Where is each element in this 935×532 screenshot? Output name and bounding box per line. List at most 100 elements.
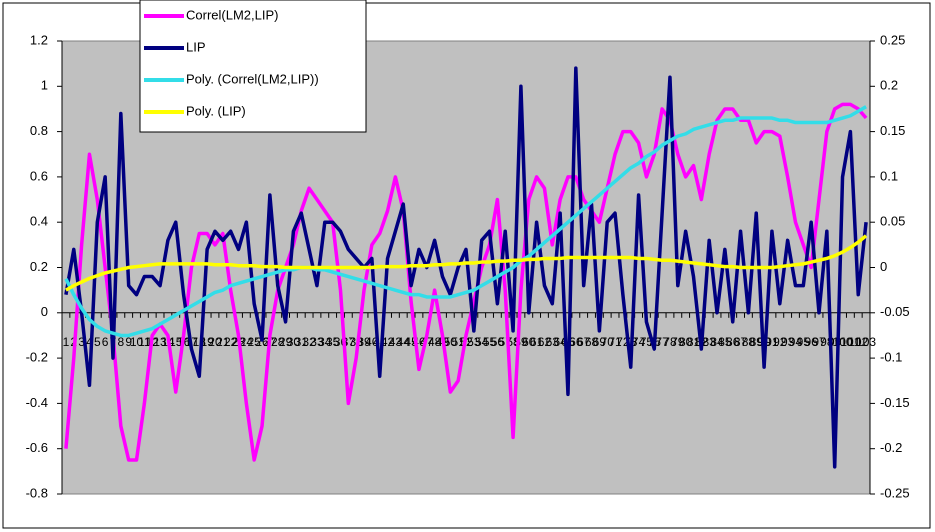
x-tick-label: 50 [444, 335, 458, 349]
x-tick-label: 4 [86, 335, 93, 349]
series-line [64, 66, 868, 469]
x-tick-label: 19 [200, 335, 214, 349]
x-tick-label: 103 [856, 335, 876, 349]
x-tick-label: 28 [271, 335, 285, 349]
x-tick-label: 79 [671, 335, 685, 349]
y2-tick-label: 0.1 [880, 168, 898, 183]
y2-tick-label: -0.25 [880, 485, 910, 500]
x-tick-label: 77 [655, 335, 669, 349]
x-tick-label: 71 [608, 335, 622, 349]
x-tick-label: 97 [812, 335, 826, 349]
x-tick-label: 92 [773, 335, 787, 349]
y2-tick-label: -0.2 [880, 440, 902, 455]
y-tick-label: -0.6 [26, 440, 48, 455]
series-line [64, 105, 867, 338]
x-tick-label: 53 [467, 335, 481, 349]
x-tick-label: 9 [125, 335, 132, 349]
x-tick-label: 61 [530, 335, 544, 349]
x-tick-label: 66 [569, 335, 583, 349]
y2-tick-label: 0.2 [880, 78, 898, 93]
legend-label: LIP [186, 39, 206, 54]
x-tick-label: 40 [365, 335, 379, 349]
x-tick-label: 88 [742, 335, 756, 349]
x-tick-label: 3 [78, 335, 85, 349]
x-tick-label: 95 [797, 335, 811, 349]
y2-tick-label: 0.25 [880, 32, 905, 47]
x-tick-label: 44 [397, 335, 411, 349]
x-tick-label: 96 [804, 335, 818, 349]
y-tick-label: 0.8 [30, 123, 48, 138]
x-tick-label: 34 [318, 335, 332, 349]
legend-label: Poly. (Correl(LM2,LIP)) [186, 71, 319, 86]
x-tick-label: 56 [491, 335, 505, 349]
x-tick-label: 64 [553, 335, 567, 349]
x-tick-label: 22 [224, 335, 238, 349]
x-tick-label: 29 [279, 335, 293, 349]
x-tick-label: 62 [538, 335, 552, 349]
x-tick-label: 78 [663, 335, 677, 349]
x-tick-label: 89 [750, 335, 764, 349]
x-tick-label: 21 [216, 335, 230, 349]
y2-tick-label: 0.15 [880, 123, 905, 138]
series-line [64, 102, 868, 462]
y2-tick-label: -0.05 [880, 304, 910, 319]
x-tick-label: 39 [357, 335, 371, 349]
series-line [65, 234, 868, 292]
x-tick-label: 81 [687, 335, 701, 349]
y-tick-label: -0.4 [26, 395, 48, 410]
x-tick-label: 55 [483, 335, 497, 349]
x-tick-label: 80 [679, 335, 693, 349]
x-tick-label: 13 [153, 335, 167, 349]
y2-tick-label: 0 [880, 259, 887, 274]
x-tick-label: 30 [287, 335, 301, 349]
x-tick-label: 93 [781, 335, 795, 349]
x-tick-label: 51 [451, 335, 465, 349]
x-tick-label: 24 [240, 335, 254, 349]
x-tick-label: 87 [734, 335, 748, 349]
x-tick-label: 91 [765, 335, 779, 349]
x-tick-label: 84 [710, 335, 724, 349]
legend-label: Correl(LM2,LIP) [186, 7, 278, 22]
x-tick-label: 94 [789, 335, 803, 349]
y-tick-label: 0.4 [30, 214, 48, 229]
y2-tick-label: 0.05 [880, 214, 905, 229]
legend-label: Poly. (LIP) [186, 103, 246, 118]
x-tick-label: 32 [302, 335, 316, 349]
x-tick-label: 86 [726, 335, 740, 349]
y-tick-label: 0 [41, 304, 48, 319]
x-tick-label: 74 [632, 335, 646, 349]
x-tick-label: 101 [840, 335, 860, 349]
y-tick-label: 0.6 [30, 168, 48, 183]
y-tick-label: 0.2 [30, 259, 48, 274]
x-tick-label: 102 [848, 335, 868, 349]
x-tick-label: 63 [546, 335, 560, 349]
x-tick-label: 83 [703, 335, 717, 349]
y2-tick-label: -0.1 [880, 350, 902, 365]
x-tick-label: 42 [381, 335, 395, 349]
x-tick-label: 48 [428, 335, 442, 349]
x-tick-label: 5 [94, 335, 101, 349]
y-tick-label: -0.2 [26, 350, 48, 365]
y-tick-label: 1 [41, 78, 48, 93]
x-tick-label: 20 [208, 335, 222, 349]
x-tick-label: 25 [248, 335, 262, 349]
x-tick-label: 70 [601, 335, 615, 349]
x-tick-label: 11 [138, 335, 151, 349]
x-tick-label: 68 [585, 335, 599, 349]
x-tick-label: 33 [310, 335, 324, 349]
y-tick-label: -0.8 [26, 485, 48, 500]
x-tick-label: 60 [522, 335, 536, 349]
x-tick-label: 67 [577, 335, 591, 349]
y-tick-label: 1.2 [30, 32, 48, 47]
x-tick-label: 35 [326, 335, 340, 349]
x-tick-label: 43 [389, 335, 403, 349]
x-tick-label: 1 [63, 335, 70, 349]
y2-tick-label: -0.15 [880, 395, 910, 410]
x-tick-label: 54 [475, 335, 489, 349]
x-tick-label: 15 [169, 335, 183, 349]
x-tick-label: 26 [255, 335, 269, 349]
x-tick-label: 31 [295, 335, 309, 349]
x-tick-label: 8 [117, 335, 124, 349]
